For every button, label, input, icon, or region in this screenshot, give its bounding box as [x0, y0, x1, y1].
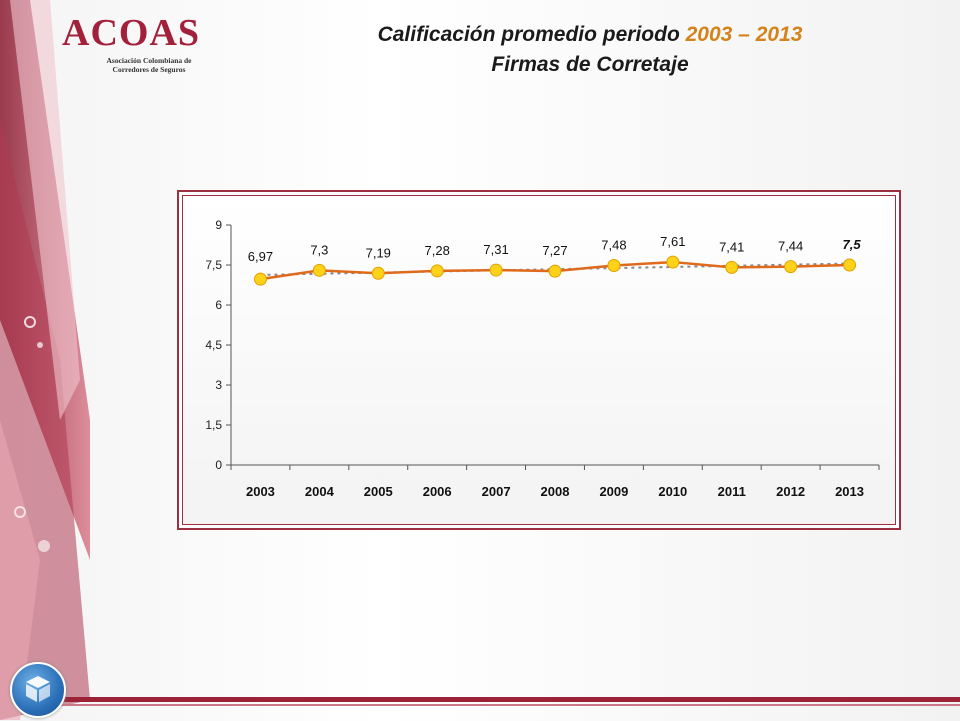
- data-label: 7,61: [660, 234, 685, 249]
- data-point: [607, 259, 621, 273]
- x-tick-label: 2006: [423, 484, 452, 499]
- data-point: [430, 264, 444, 278]
- y-tick-label: 9: [215, 218, 222, 232]
- x-tick-label: 2003: [246, 484, 275, 499]
- data-point: [843, 258, 857, 272]
- data-point: [371, 266, 385, 280]
- title-subtitle: Firmas de Corretaje: [491, 53, 689, 76]
- data-point: [725, 260, 739, 274]
- y-tick-label: 4,5: [205, 338, 222, 352]
- footer-bar-thin: [60, 704, 960, 706]
- x-tick-label: 2011: [718, 484, 746, 499]
- data-label: 7,5: [843, 237, 862, 252]
- data-label: 7,48: [601, 238, 626, 253]
- title-prefix: Calificación promedio periodo: [377, 23, 686, 46]
- y-tick-label: 3: [215, 378, 222, 392]
- logo-wordmark: ACOAS: [62, 12, 201, 54]
- logo-tagline-line1: Asociación Colombiana de: [106, 56, 192, 65]
- data-label: 6,97: [248, 249, 273, 264]
- x-tick-label: 2008: [541, 484, 570, 499]
- acoas-logo: ACOAS Asociación Colombiana de Corredore…: [62, 8, 222, 74]
- side-decoration: [0, 0, 90, 720]
- x-tick-label: 2005: [364, 484, 393, 499]
- logo-tagline-line2: Corredores de Seguros: [112, 65, 186, 74]
- chart-area: 0 1,5 3 4,5 6 7,5 9 2003 2004 2005 2006 2007 2008 200…: [182, 195, 896, 525]
- title-line-1: Calificación promedio periodo 2003 – 201…: [300, 20, 880, 50]
- data-point: [548, 264, 562, 278]
- data-label: 7,27: [542, 243, 567, 258]
- data-point: [312, 263, 326, 277]
- data-label: 7,19: [366, 245, 391, 260]
- x-tick-label: 2012: [776, 484, 805, 499]
- data-label: 7,44: [778, 239, 803, 254]
- x-tick-label: 2009: [599, 484, 628, 499]
- line-chart: 0 1,5 3 4,5 6 7,5 9 2003 2004 2005 2006 2007 2008 200…: [205, 218, 880, 499]
- y-tick-label: 0: [215, 458, 222, 472]
- x-tick-label: 2007: [482, 484, 511, 499]
- data-label: 7,3: [310, 242, 328, 257]
- x-tick-label: 2010: [658, 484, 687, 499]
- y-tick-label: 1,5: [205, 418, 222, 432]
- data-point: [666, 255, 680, 269]
- data-label: 7,31: [483, 242, 508, 257]
- y-tick-label: 7,5: [205, 258, 222, 272]
- footer-bar: [60, 697, 960, 702]
- data-label: 7,41: [719, 239, 744, 254]
- data-point: [253, 272, 267, 286]
- y-tick-label: 6: [215, 298, 222, 312]
- x-tick-label: 2004: [305, 484, 335, 499]
- data-point: [784, 260, 798, 274]
- title-years: 2003 – 2013: [685, 23, 803, 46]
- data-label: 7,28: [425, 243, 450, 258]
- chart-frame: 0 1,5 3 4,5 6 7,5 9 2003 2004 2005 2006 2007 2008 200…: [177, 190, 901, 530]
- data-point: [489, 263, 503, 277]
- box-logo-icon: [10, 662, 66, 718]
- x-tick-label: 2013: [835, 484, 864, 499]
- slide-title: Calificación promedio periodo 2003 – 201…: [300, 20, 880, 80]
